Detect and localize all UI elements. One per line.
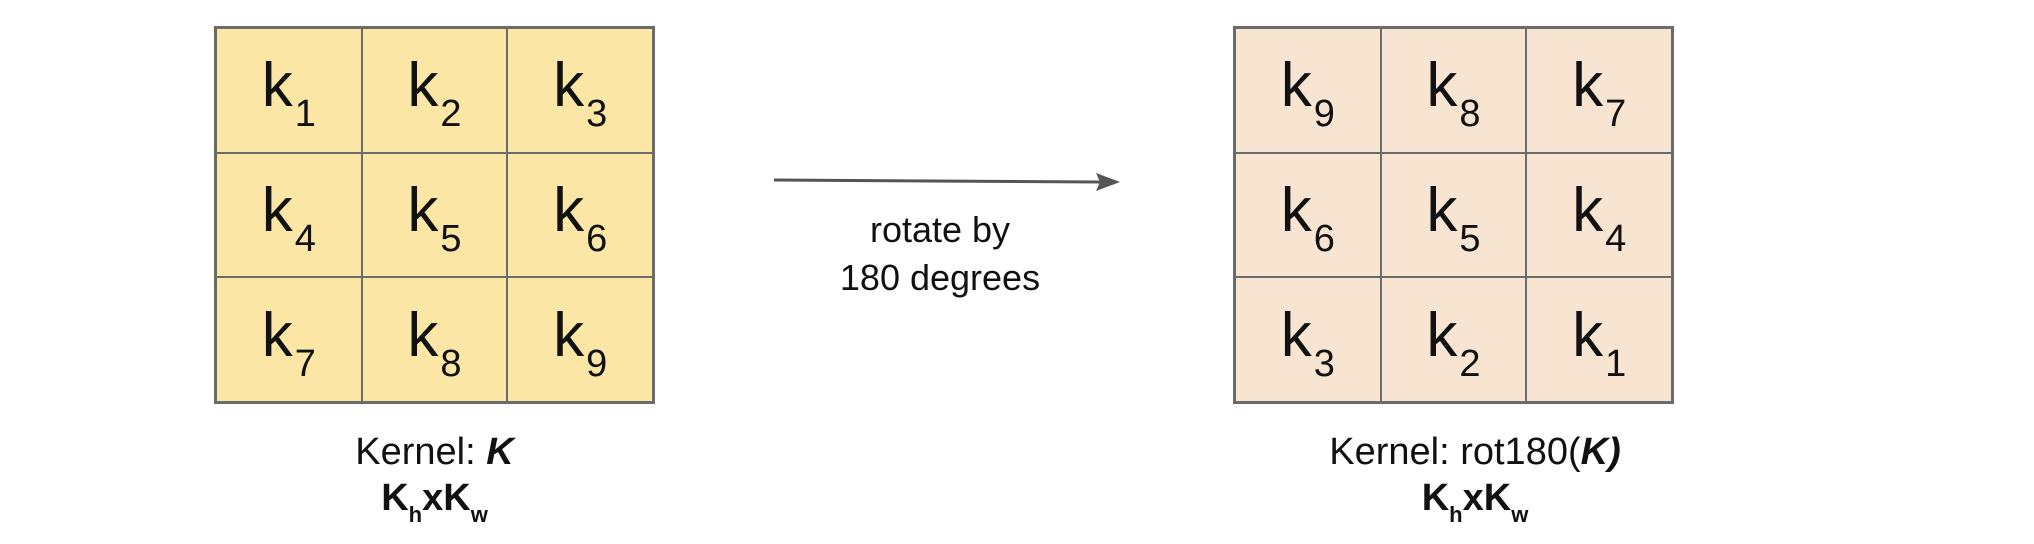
cell-letter: k: [261, 300, 293, 370]
cell-subscript: 1: [294, 93, 316, 136]
cell-subscript: 1: [1605, 342, 1627, 385]
cell-letter: k: [1572, 175, 1604, 245]
kernel-dimensions: KhxKw: [1233, 476, 1717, 527]
cell-subscript: 2: [1459, 342, 1481, 385]
rotate-arrow-icon: [774, 173, 1120, 191]
cell-subscript: 8: [440, 342, 462, 385]
cell-letter: k: [261, 51, 293, 121]
cell-letter: k: [1280, 175, 1312, 245]
dim-times: x: [422, 477, 444, 519]
dim-width-sub: w: [470, 502, 488, 527]
cell-letter: k: [407, 51, 439, 121]
cell-subscript: 7: [294, 342, 316, 385]
cell-letter: k: [407, 175, 439, 245]
cell-subscript: 2: [440, 93, 462, 136]
cell-letter: k: [553, 51, 585, 121]
kernel-caption-symbol: K: [486, 431, 514, 473]
dim-height-sub: h: [1449, 502, 1463, 527]
kernel-dimensions: KhxKw: [214, 476, 655, 527]
cell-letter: k: [553, 175, 585, 245]
arrow-shaft: [774, 178, 1101, 184]
rotation-label-line2: 180 degrees: [839, 257, 1041, 298]
rotation-label-line1: rotate by: [869, 209, 1011, 250]
cell-subscript: 5: [1459, 217, 1481, 260]
cell-subscript: 4: [294, 217, 316, 260]
cell-subscript: 5: [440, 217, 462, 260]
original-kernel-caption: Kernel: K KhxKw: [214, 428, 655, 527]
dim-height-letter: K: [381, 477, 409, 519]
cell-subscript: 9: [586, 342, 608, 385]
cell-letter: k: [553, 300, 585, 370]
cell-letter: k: [1280, 51, 1312, 121]
dim-width-letter: K: [443, 477, 471, 519]
cell-subscript: 9: [1313, 93, 1335, 136]
kernel-caption-line: Kernel: rot180(K): [1233, 428, 1717, 476]
rotation-label: rotate by 180 degrees: [790, 206, 1090, 302]
cell-subscript: 8: [1459, 93, 1481, 136]
rotated-kernel-caption: Kernel: rot180(K) KhxKw: [1233, 428, 1717, 527]
cell-letter: k: [1280, 300, 1312, 370]
arrow-head: [1096, 173, 1120, 191]
cell-subscript: 7: [1605, 93, 1627, 136]
kernel-caption-symbol: K): [1580, 431, 1621, 473]
dim-width-sub: w: [1511, 502, 1529, 527]
cell-letter: k: [1426, 300, 1458, 370]
dim-times: x: [1462, 477, 1484, 519]
kernel-caption-prefix: Kernel: rot180(: [1329, 431, 1581, 473]
cell-subscript: 6: [1313, 217, 1335, 260]
cell-letter: k: [1426, 51, 1458, 121]
dim-width-letter: K: [1483, 477, 1512, 519]
cell-subscript: 3: [1313, 342, 1335, 385]
cell-letter: k: [261, 175, 293, 245]
dim-height-sub: h: [408, 502, 423, 527]
cell-letter: k: [1572, 51, 1604, 121]
cell-subscript: 6: [586, 217, 608, 260]
cell-letter: k: [407, 300, 439, 370]
cell-subscript: 4: [1605, 217, 1627, 260]
dim-height-letter: K: [1421, 477, 1450, 519]
cell-subscript: 3: [586, 93, 608, 136]
cell-letter: k: [1572, 300, 1604, 370]
kernel-caption-line: Kernel: K: [214, 428, 655, 476]
cell-letter: k: [1426, 175, 1458, 245]
kernel-caption-prefix: Kernel:: [355, 431, 487, 473]
